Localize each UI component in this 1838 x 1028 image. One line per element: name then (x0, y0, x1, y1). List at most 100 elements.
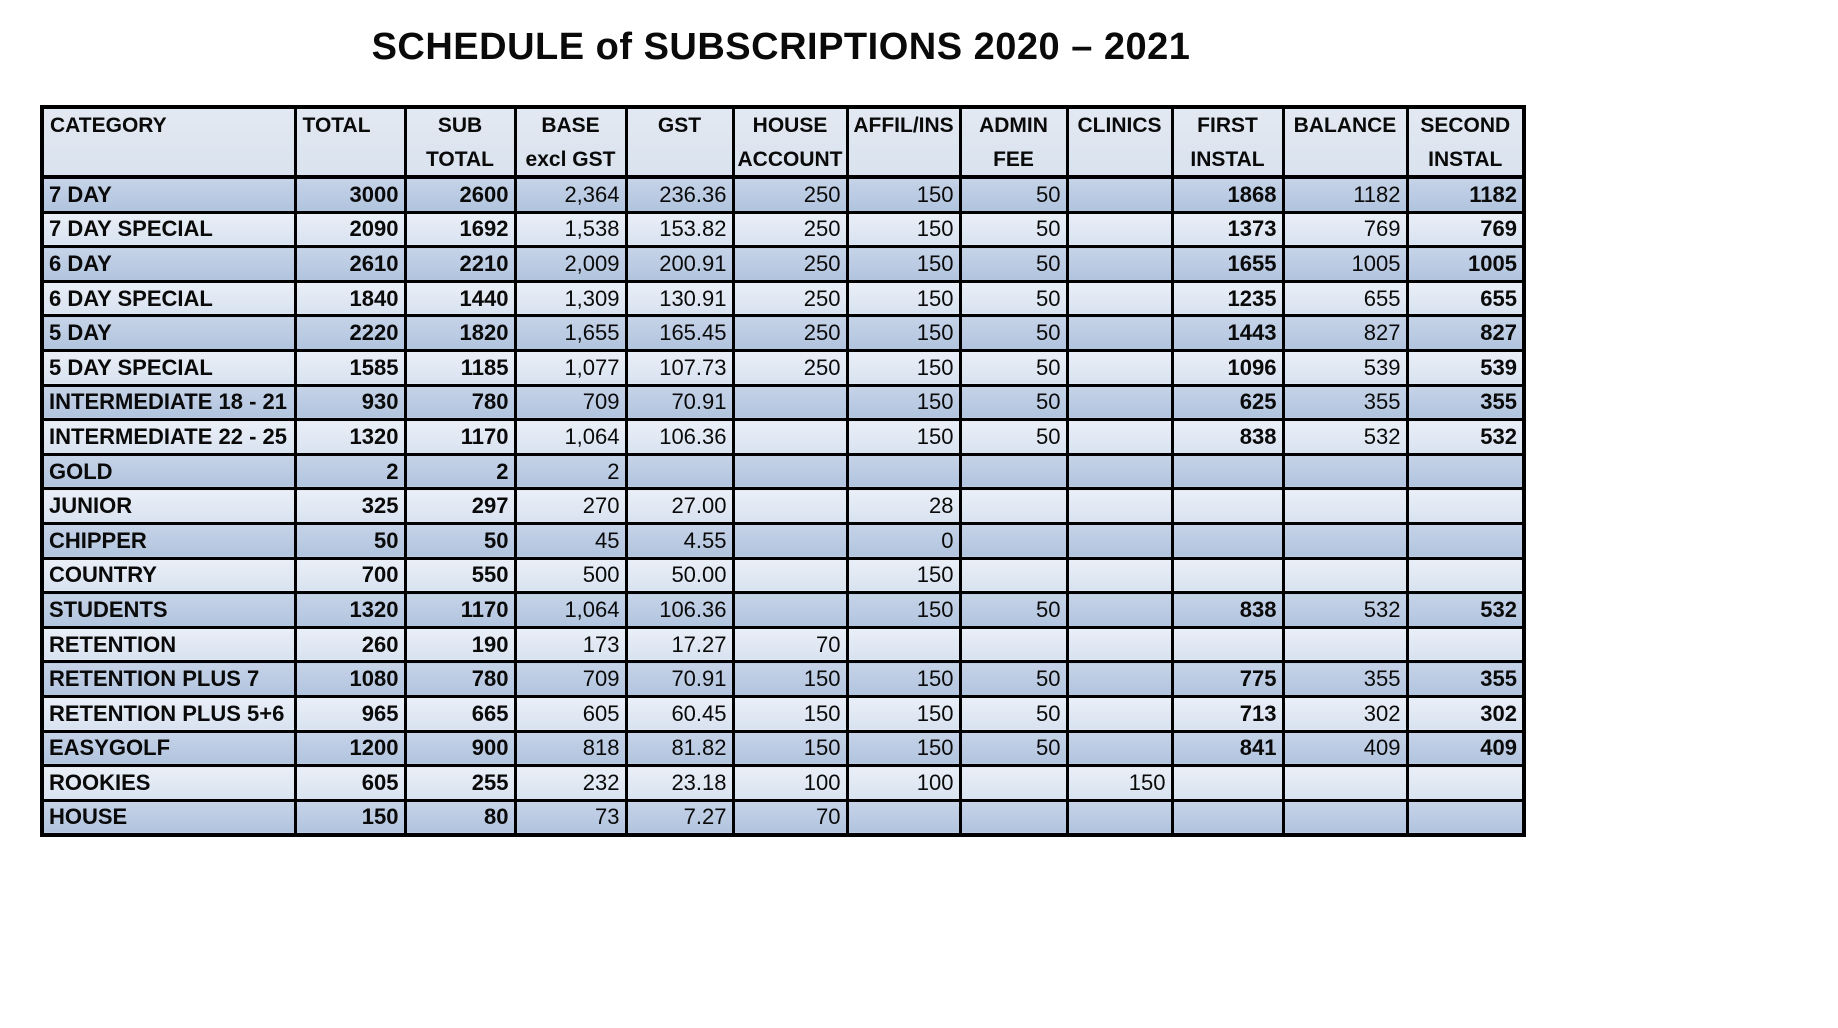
cell-balance (1281, 798, 1409, 837)
cell-base: 232 (513, 764, 628, 802)
page-title: SCHEDULE of SUBSCRIPTIONS 2020 – 2021 (371, 26, 1191, 68)
cell-admin: 50 (958, 279, 1069, 318)
cell-base: 709 (513, 383, 628, 422)
table-row: CHIPPER 50 50 45 4.55 0 (40, 521, 1526, 560)
cell-gst: 4.55 (624, 521, 735, 560)
cell-balance: 532 (1281, 418, 1409, 456)
cell-clinics (1065, 521, 1174, 560)
cell-affil: 28 (845, 487, 962, 525)
cell-category: EASYGOLF (40, 729, 297, 768)
cell-admin: 50 (958, 694, 1069, 733)
table-row: 7 DAY 3000 2600 2,364 236.36 250 150 50 1868 1182… (40, 175, 1526, 214)
cell-clinics (1065, 348, 1174, 387)
cell-balance: 355 (1281, 660, 1409, 698)
cell-first (1170, 521, 1285, 560)
cell-first: 775 (1170, 660, 1285, 698)
cell-admin: 50 (958, 660, 1069, 698)
table-row: ROOKIES 605 255 232 23.18 100 100 150 (40, 764, 1526, 802)
cell-balance: 827 (1281, 314, 1409, 352)
cell-base: 73 (513, 798, 628, 837)
cell-second (1405, 487, 1526, 525)
cell-second: 827 (1405, 314, 1526, 352)
cell-gst: 70.91 (624, 660, 735, 698)
cell-total: 1840 (293, 279, 407, 318)
cell-clinics: 150 (1065, 764, 1174, 802)
column-header-clinics: CLINICS (1065, 105, 1174, 179)
cell-gst: 107.73 (624, 348, 735, 387)
cell-gst: 106.36 (624, 418, 735, 456)
cell-balance: 655 (1281, 279, 1409, 318)
column-header-gst: GST (624, 105, 735, 179)
cell-house (731, 452, 849, 491)
cell-base: 1,064 (513, 418, 628, 456)
cell-sub_total: 1692 (403, 210, 517, 249)
cell-balance: 409 (1281, 729, 1409, 768)
cell-admin: 50 (958, 175, 1069, 214)
cell-category: RETENTION PLUS 5+6 (40, 694, 297, 733)
cell-second: 302 (1405, 694, 1526, 733)
cell-second (1405, 521, 1526, 560)
column-header-first: FIRST INSTAL (1170, 105, 1285, 179)
table-row: COUNTRY 700 550 500 50.00 150 (40, 556, 1526, 595)
cell-house: 70 (731, 798, 849, 837)
cell-base: 2,364 (513, 175, 628, 214)
cell-house (731, 383, 849, 422)
cell-first: 1373 (1170, 210, 1285, 249)
cell-category: GOLD (40, 452, 297, 491)
cell-total: 965 (293, 694, 407, 733)
column-header-category: CATEGORY (40, 105, 297, 179)
cell-second: 655 (1405, 279, 1526, 318)
cell-house: 70 (731, 625, 849, 664)
cell-clinics (1065, 798, 1174, 837)
cell-total: 2 (293, 452, 407, 491)
cell-total: 2090 (293, 210, 407, 249)
cell-total: 1080 (293, 660, 407, 698)
cell-admin (958, 452, 1069, 491)
table-row: JUNIOR 325 297 270 27.00 28 (40, 487, 1526, 525)
cell-house: 250 (731, 348, 849, 387)
cell-affil: 150 (845, 210, 962, 249)
cell-second: 409 (1405, 729, 1526, 768)
cell-gst: 81.82 (624, 729, 735, 768)
cell-total: 3000 (293, 175, 407, 214)
cell-category: 5 DAY SPECIAL (40, 348, 297, 387)
cell-house (731, 591, 849, 629)
cell-sub_total: 255 (403, 764, 517, 802)
cell-category: RETENTION (40, 625, 297, 664)
column-header-second: SECOND INSTAL (1405, 105, 1526, 179)
column-header-admin: ADMIN FEE (958, 105, 1069, 179)
cell-admin (958, 625, 1069, 664)
cell-first: 1096 (1170, 348, 1285, 387)
cell-base: 1,655 (513, 314, 628, 352)
cell-admin: 50 (958, 418, 1069, 456)
cell-category: ROOKIES (40, 764, 297, 802)
cell-total: 1320 (293, 591, 407, 629)
cell-admin (958, 556, 1069, 595)
column-header-sub_total: SUB TOTAL (403, 105, 517, 179)
cell-gst: 153.82 (624, 210, 735, 249)
cell-affil: 150 (845, 383, 962, 422)
cell-sub_total: 1440 (403, 279, 517, 318)
cell-gst: 50.00 (624, 556, 735, 595)
cell-house: 250 (731, 314, 849, 352)
cell-first (1170, 556, 1285, 595)
cell-balance (1281, 452, 1409, 491)
cell-category: 7 DAY (40, 175, 297, 214)
cell-second: 539 (1405, 348, 1526, 387)
cell-total: 1585 (293, 348, 407, 387)
cell-total: 325 (293, 487, 407, 525)
cell-house: 250 (731, 210, 849, 249)
cell-category: RETENTION PLUS 7 (40, 660, 297, 698)
cell-affil: 150 (845, 660, 962, 698)
cell-house (731, 487, 849, 525)
cell-first: 1443 (1170, 314, 1285, 352)
cell-gst: 7.27 (624, 798, 735, 837)
cell-house: 250 (731, 245, 849, 283)
cell-house (731, 418, 849, 456)
cell-admin (958, 764, 1069, 802)
cell-sub_total: 1820 (403, 314, 517, 352)
cell-balance (1281, 487, 1409, 525)
cell-admin: 50 (958, 729, 1069, 768)
cell-base: 270 (513, 487, 628, 525)
cell-second: 532 (1405, 418, 1526, 456)
